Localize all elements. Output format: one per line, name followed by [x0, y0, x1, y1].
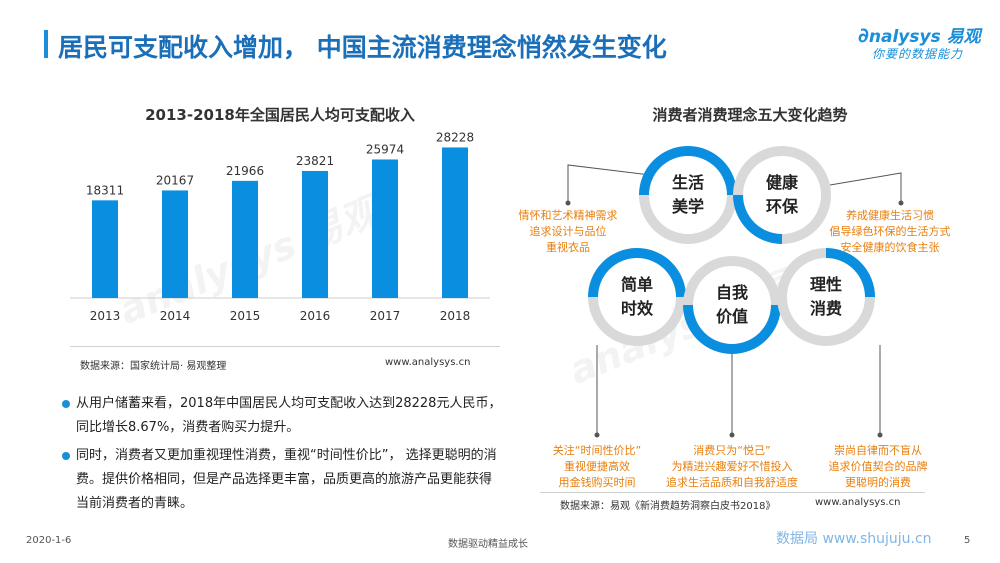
x-tick-label: 2018 [440, 309, 471, 323]
diagram-title: 消费者消费理念五大变化趋势 [652, 106, 848, 124]
note-top-left: 情怀和艺术精神需求 追求设计与品位 重视衣品 [518, 209, 618, 254]
bar-2013 [92, 200, 118, 298]
chart-url: www.analysys.cn [385, 357, 471, 368]
connector-top-left [567, 164, 651, 203]
title-accent-bar [44, 30, 48, 58]
bar-value-label: 28228 [436, 130, 474, 144]
chart-title: 2013-2018年全国居民人均可支配收入 [145, 106, 415, 124]
circle-label-life: 生活 美学 [671, 173, 704, 216]
note-top-right: 养成健康生活习惯 倡导绿色环保的生活方式 安全健康的饮食主张 [829, 209, 951, 254]
logo-text: nalysys 易观 [868, 27, 981, 47]
note-bottom-right: 崇尚自律而不盲从 追求价值契合的品牌 更聪明的消费 [828, 444, 928, 489]
logo-tagline: 你要的数据能力 [872, 47, 964, 61]
bar-value-label: 23821 [296, 154, 334, 168]
bullet-item: 同时，消费者又更加重视理性消费，重视“时间性价比”， 选择更聪明的消费。提供价格… [62, 444, 502, 516]
circle-label-health: 健康 环保 [765, 173, 798, 216]
circle-label-self: 自我 价值 [715, 283, 748, 326]
chart-source: 数据来源：国家统计局· 易观整理 [80, 361, 227, 372]
circle-life-aesthetics [639, 146, 737, 244]
footer-watermark: 数据局 www.shujuju.cn [776, 531, 932, 547]
x-tick-label: 2016 [300, 309, 331, 323]
bar-value-label: 18311 [86, 183, 124, 197]
logo-a-icon: ∂ [858, 23, 869, 47]
note-bottom-mid: 消费只为“悦己” 为精进兴趣爱好不惜投入 追求生活品质和自我舒适度 [666, 444, 798, 489]
x-tick-label: 2015 [230, 309, 261, 323]
bullet-list: 从用户储蓄来看，2018年中国居民人均可支配收入达到28228元人民币，同比增长… [62, 392, 502, 516]
bar-value-label: 25974 [366, 142, 404, 156]
bar-2015 [232, 180, 258, 298]
circle-label-simple: 简单 时效 [620, 275, 653, 318]
connector-dots [565, 200, 904, 438]
diagram-divider [540, 492, 925, 493]
bar-value-label: 21966 [226, 164, 264, 178]
x-tick-label: 2014 [160, 309, 191, 323]
circle-rational-consumption [777, 248, 875, 346]
circle-self-value [683, 256, 781, 354]
bar-2018 [442, 147, 468, 298]
x-tick-label: 2013 [90, 309, 121, 323]
bar-2014 [162, 190, 188, 298]
income-bar-chart: 18311 2013 20167 2014 21966 2015 23821 2016 2597… [70, 130, 490, 323]
circle-label-rational: 理性 消费 [809, 275, 842, 318]
connector-lines [567, 164, 902, 435]
analysys-logo: ∂nalysys 易观 [858, 22, 981, 47]
chart-divider [70, 346, 500, 347]
bar-value-label: 20167 [156, 173, 194, 187]
bar-2017 [372, 159, 398, 298]
trend-diagram [565, 146, 904, 438]
circle-health-eco [733, 146, 831, 244]
bar-2016 [302, 170, 328, 298]
x-tick-label: 2017 [370, 309, 401, 323]
page-title: 居民可支配收入增加， 中国主流消费理念悄然发生变化 [58, 33, 667, 62]
circle-simple-timely [588, 248, 686, 346]
page-number: 5 [964, 535, 971, 546]
footer-slogan: 数据驱动精益成长 [448, 539, 528, 550]
bullet-item: 从用户储蓄来看，2018年中国居民人均可支配收入达到28228元人民币，同比增长… [62, 392, 502, 440]
footer-date: 2020-1-6 [26, 535, 72, 546]
diagram-url: www.analysys.cn [815, 497, 901, 508]
note-bottom-left: 关注“时间性价比” 重视便捷高效 用金钱购买时间 [552, 444, 642, 489]
connector-top-right [829, 172, 902, 203]
diagram-source: 数据来源：易观《新消费趋势洞察白皮书2018》 [560, 501, 776, 512]
